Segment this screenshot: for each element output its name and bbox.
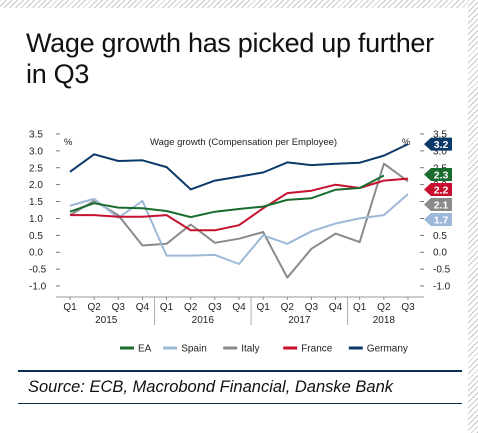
x-tick-label: Q3 [208, 302, 222, 313]
source-rule-top [18, 370, 462, 372]
x-tick-label: Q4 [232, 302, 246, 313]
series-line-ea [69, 174, 385, 219]
x-tick-label: Q1 [256, 302, 270, 313]
end-value-label-ea: 2.3 [434, 170, 449, 182]
y-tick-label-right: 3.5 [433, 130, 447, 141]
end-value-tag-italy [424, 198, 452, 212]
legend-label-france: France [301, 344, 333, 355]
y-tick-label-right: 3.0 [433, 146, 447, 157]
right-stripe-border [468, 0, 478, 433]
end-value-tag-spain [424, 213, 452, 227]
y-tick-label-left: -1.0 [29, 282, 47, 293]
source-rule-bottom [18, 403, 462, 404]
y-unit-left: % [64, 137, 73, 148]
y-tick-label-left: -0.5 [29, 265, 47, 276]
x-tick-label: Q3 [401, 302, 415, 313]
year-label: 2016 [192, 315, 215, 326]
x-tick-label: Q2 [184, 302, 198, 313]
chart-panel: Wage growth (Compensation per Employee) … [26, 103, 460, 370]
x-tick-label: Q4 [329, 302, 343, 313]
series-line-germany [69, 143, 409, 191]
legend-label-spain: Spain [181, 344, 207, 355]
top-stripe-border [0, 0, 470, 8]
series-line-spain [69, 193, 409, 265]
end-value-label-france: 2.2 [434, 185, 449, 197]
y-tick-label-left: 3.0 [29, 146, 43, 157]
y-tick-label-left: 2.0 [29, 180, 43, 191]
legend-label-ea: EA [138, 344, 152, 355]
series-line-italy [69, 162, 409, 279]
y-unit-right: % [402, 137, 411, 148]
end-value-label-italy: 2.1 [434, 200, 449, 212]
end-value-tag-ea [424, 168, 452, 182]
end-value-tag-france [424, 183, 452, 197]
y-tick-label-left: 1.0 [29, 214, 43, 225]
y-tick-label-right: 0.0 [433, 248, 447, 259]
series-line-france [70, 177, 409, 232]
end-value-label-germany: 3.2 [434, 139, 449, 151]
legend-label-italy: Italy [241, 344, 259, 355]
year-label: 2018 [373, 315, 396, 326]
chart-headline: Wage growth has picked up further in Q3 [26, 28, 434, 89]
chart-title: Wage growth (Compensation per Employee) [150, 137, 337, 148]
x-tick-label: Q3 [112, 302, 126, 313]
x-tick-label: Q4 [136, 302, 150, 313]
y-tick-label-left: 0.0 [29, 248, 43, 259]
x-tick-label: Q3 [305, 302, 319, 313]
x-tick-label: Q2 [87, 302, 101, 313]
x-tick-label: Q1 [160, 302, 174, 313]
y-tick-label-left: 3.5 [29, 130, 43, 141]
end-value-tag-germany [424, 137, 452, 151]
x-tick-label: Q1 [63, 302, 77, 313]
year-label: 2015 [95, 315, 118, 326]
year-label: 2017 [288, 315, 311, 326]
legend-label-germany: Germany [367, 344, 408, 355]
x-tick-label: Q2 [377, 302, 391, 313]
y-tick-label-right: -1.0 [433, 282, 451, 293]
y-tick-label-right: -0.5 [433, 265, 451, 276]
line-chart: Wage growth (Compensation per Employee) … [29, 130, 452, 355]
y-tick-label-left: 2.5 [29, 163, 43, 174]
end-value-label-spain: 1.7 [434, 215, 449, 227]
y-tick-label-left: 0.5 [29, 231, 43, 242]
y-tick-label-left: 1.5 [29, 197, 43, 208]
source-note: Source: ECB, Macrobond Financial, Danske… [28, 378, 394, 396]
x-tick-label: Q1 [353, 302, 367, 313]
y-tick-label-right: 0.5 [433, 231, 447, 242]
x-tick-label: Q2 [281, 302, 295, 313]
